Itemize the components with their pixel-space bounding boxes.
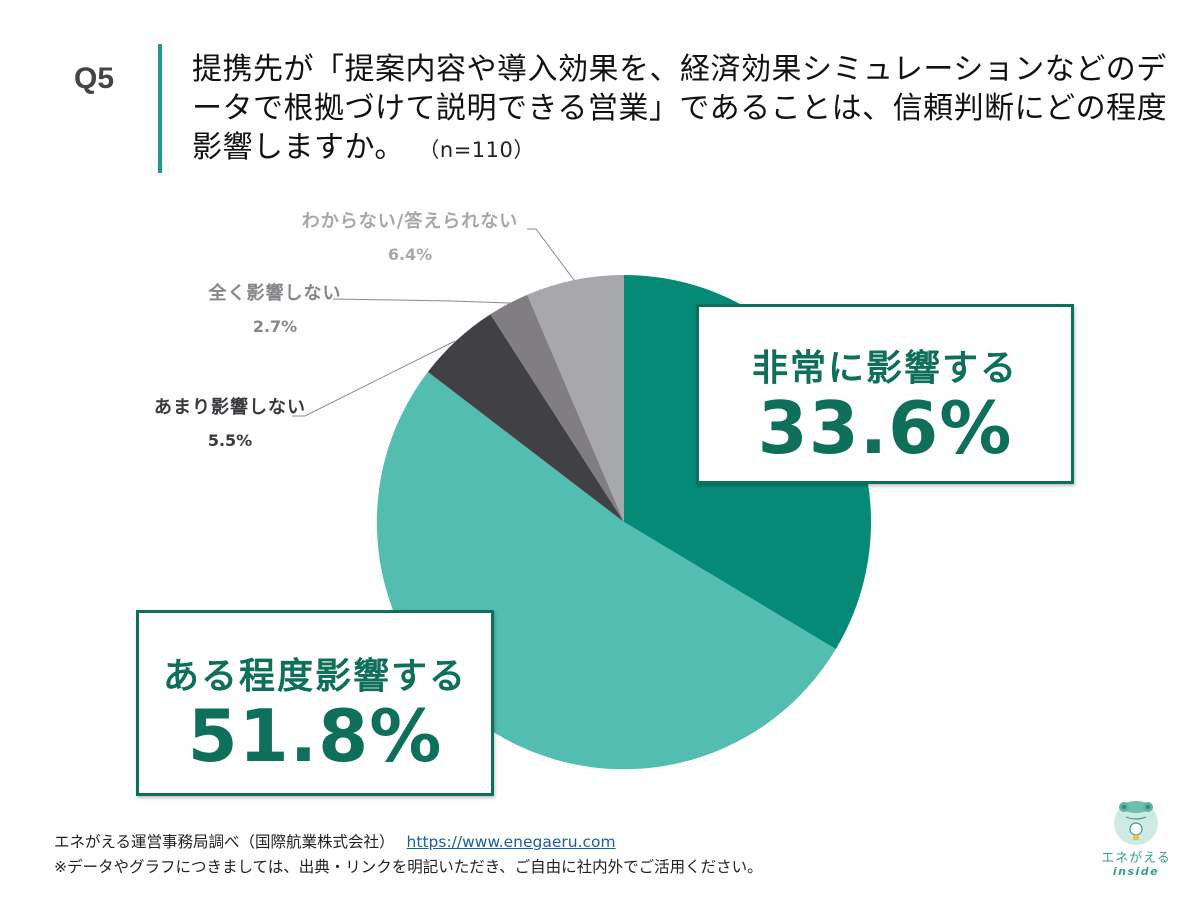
callout-somewhat: ある程度影響する 51.8%: [136, 610, 494, 796]
question-body: 提携先が「提案内容や導入効果を、経済効果シミュレーションなどのデータで根拠づけて…: [192, 52, 1168, 165]
question-divider: [158, 44, 162, 173]
leader-line-unknown: [527, 228, 575, 281]
logo-sub: inside: [1112, 865, 1160, 878]
pie-slice-unknown: [527, 275, 624, 522]
label-not-at-all-name: 全く影響しない: [208, 283, 342, 304]
callout-somewhat-label: ある程度影響する: [162, 656, 467, 697]
leader-line-not-at-all: [332, 298, 511, 304]
source-link[interactable]: https://www.enegaeru.com: [406, 833, 616, 851]
label-unknown-value: 6.4%: [387, 245, 433, 264]
usage-note: ※データやグラフにつきましては、出典・リンクを明記いただき、ご自由に社内外でご活…: [54, 858, 763, 876]
callout-somewhat-value: 51.8%: [187, 694, 443, 778]
callout-very-much: 非常に影響する 33.6%: [696, 304, 1074, 484]
question-text: 提携先が「提案内容や導入効果を、経済効果シミュレーションなどのデータで根拠づけて…: [192, 50, 1172, 170]
label-not-at-all: 全く影響しない 2.7%: [195, 279, 355, 336]
callout-very-much-label: 非常に影響する: [751, 348, 1018, 389]
callout-very-much-value: 33.6%: [757, 386, 1013, 470]
pie-slice-not-at-all: [490, 294, 624, 522]
label-not-much: あまり影響しない 5.5%: [140, 393, 320, 450]
source-line: エネがえる運営事務局調べ（国際航業株式会社） https://www.enegae…: [54, 830, 616, 852]
label-unknown: わからない/答えられない 6.4%: [275, 207, 545, 264]
enegaeru-inside-logo: エネがえる inside: [1096, 795, 1176, 885]
question-number: Q5: [74, 62, 115, 95]
frog-bulb-icon: [1114, 801, 1158, 845]
label-not-at-all-value: 2.7%: [252, 317, 298, 336]
leader-line-not-much: [292, 340, 456, 417]
label-not-much-value: 5.5%: [207, 431, 253, 450]
sample-size: （n=110）: [428, 138, 535, 162]
source-text: エネがえる運営事務局調べ（国際航業株式会社）: [54, 833, 395, 851]
pie-slice-not-much: [427, 314, 624, 522]
label-not-much-name: あまり影響しない: [154, 397, 306, 418]
logo-brand: エネがえる: [1101, 851, 1171, 866]
label-unknown-name: わからない/答えられない: [301, 211, 519, 232]
